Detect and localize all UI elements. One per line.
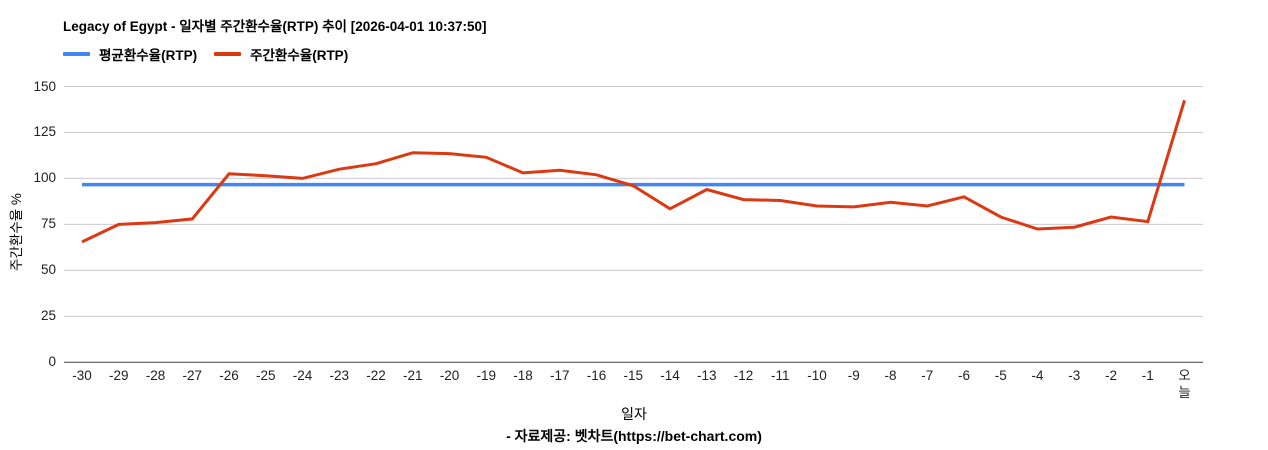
x-tick-label: 오늘: [1178, 368, 1191, 400]
x-tick-label: -8: [884, 368, 897, 383]
x-tick-label: -30: [72, 368, 92, 383]
x-tick-label: -19: [476, 368, 496, 383]
x-tick-label: -11: [770, 368, 790, 383]
x-tick-label: -21: [402, 368, 423, 383]
x-tick-label: -10: [807, 368, 827, 383]
y-tick-label: 75: [40, 216, 56, 232]
legend-label-weekly: 주간환수율(RTP): [250, 47, 349, 63]
legend-line-swatch-weekly: [214, 51, 242, 56]
x-tick-label: -1: [1141, 368, 1154, 383]
y-tick-label: 100: [33, 170, 56, 186]
x-tick-label: -7: [921, 368, 934, 383]
y-tick-label: 50: [40, 262, 56, 278]
x-tick-label: -2: [1104, 368, 1117, 383]
x-tick-label: -20: [439, 368, 460, 383]
y-tick-label: 125: [33, 124, 56, 140]
legend-line-swatch-average: [63, 51, 90, 56]
legend-item-weekly: 주간환수율(RTP): [214, 44, 348, 64]
x-tick-label: -3: [1068, 368, 1081, 383]
x-tick-label: -6: [957, 368, 970, 383]
x-tick-label: -15: [623, 368, 643, 383]
x-tick-label: -14: [660, 368, 680, 383]
x-tick-label: -12: [733, 368, 754, 383]
y-tick-label: 150: [33, 78, 56, 94]
x-tick-label: -18: [513, 368, 533, 383]
x-axis-title: 일자: [621, 406, 647, 422]
chart-title: Legacy of Egypt - 일자별 주간환수율(RTP) 추이 [202…: [63, 19, 487, 34]
x-tick-label: -23: [329, 368, 349, 383]
x-tick-label: -29: [108, 368, 129, 383]
x-tick-label: -27: [182, 368, 202, 383]
x-tick-label: -5: [994, 368, 1007, 383]
x-tick-label: -17: [549, 368, 570, 383]
x-tick-label: -25: [255, 368, 276, 383]
chart-legend: 평균환수율(RTP) 주간환수율(RTP): [63, 44, 348, 64]
x-tick-label: -16: [586, 368, 607, 383]
legend-label-average: 평균환수율(RTP): [99, 47, 198, 63]
x-tick-label: -4: [1031, 368, 1044, 383]
data-source-credit: - 자료제공: 벳차트(https://bet-chart.com): [506, 428, 762, 444]
x-tick-label: -22: [366, 368, 386, 383]
y-tick-label: 0: [48, 354, 56, 370]
y-tick-label: 25: [40, 308, 56, 324]
x-tick-label: -24: [292, 368, 313, 383]
legend-item-average: 평균환수율(RTP): [63, 44, 197, 64]
x-tick-label: -13: [696, 368, 717, 383]
x-tick-label: -28: [145, 368, 166, 383]
x-tick-label: -9: [847, 368, 860, 383]
x-tick-label: -26: [219, 368, 239, 383]
weekly-rtp-line[interactable]: [81, 99, 1186, 244]
